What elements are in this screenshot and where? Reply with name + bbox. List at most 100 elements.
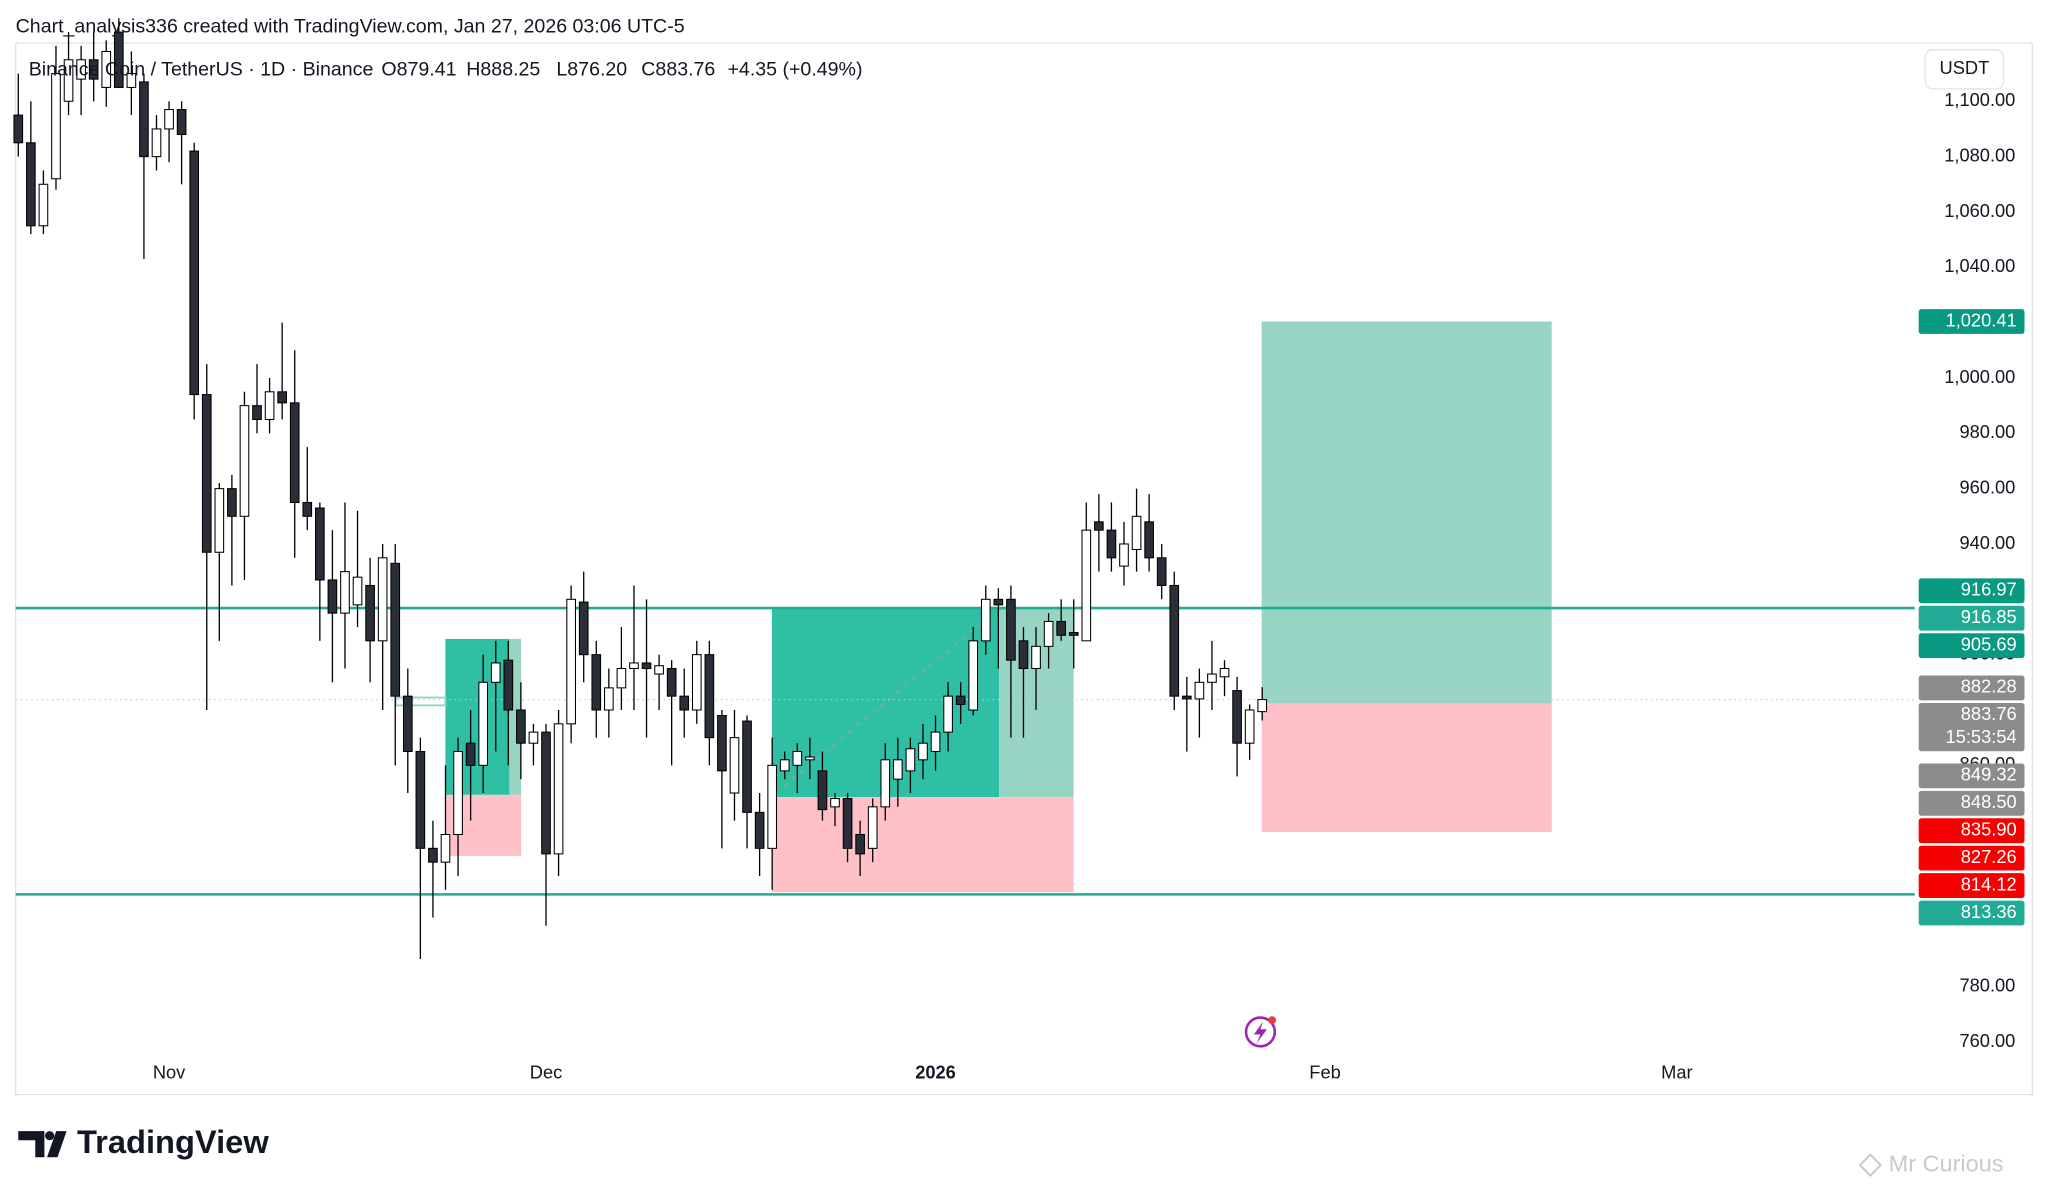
y-tick-label: 940.00 — [1959, 532, 2015, 553]
brand: TradingView — [18, 1123, 269, 1160]
candle-body — [566, 598, 576, 725]
candle-body — [88, 59, 99, 80]
candle-body — [252, 405, 262, 420]
candle-body — [817, 770, 828, 811]
candle-body — [993, 598, 1004, 606]
icon-bolt[interactable] — [1253, 1021, 1267, 1044]
candle-body — [1232, 690, 1242, 744]
candle-body — [1006, 598, 1016, 661]
candle-body — [164, 109, 174, 130]
candle-body — [277, 391, 287, 404]
candle-body — [239, 405, 250, 517]
y-tick-label: 1,040.00 — [1944, 255, 2015, 276]
candle-body — [1257, 699, 1268, 713]
legend-change: +4.35 (+0.49%) — [728, 59, 863, 81]
candle-body — [1207, 673, 1217, 683]
candle-body — [867, 806, 878, 849]
y-tick-label: 1,100.00 — [1944, 89, 2015, 110]
candle-body — [842, 798, 853, 849]
x-tick-label: Nov — [153, 1062, 186, 1083]
candle-body — [490, 662, 501, 683]
candle-body — [591, 654, 602, 711]
legend-low: L876.20 — [556, 59, 627, 81]
candle-body — [201, 394, 212, 553]
candle-body — [1169, 584, 1180, 697]
candle-body — [1219, 667, 1230, 678]
price-label-box — [1918, 763, 2025, 789]
candle-body — [1018, 640, 1029, 670]
alert-icon[interactable] — [1244, 1016, 1277, 1048]
candle-body — [980, 598, 991, 642]
legend-open: O879.41 — [381, 59, 456, 81]
candle-body — [1068, 631, 1079, 636]
candle-body — [666, 667, 677, 697]
candle-body — [943, 695, 953, 733]
candle-body — [415, 750, 426, 849]
button-frame[interactable] — [1924, 49, 2005, 90]
candle-body — [754, 811, 765, 849]
candle-body — [26, 142, 36, 227]
price-label: 882.28 — [1961, 676, 2017, 697]
overlay: Binance Coin / TetherUS · 1D · Binance O… — [29, 49, 2025, 1048]
candle-body — [516, 709, 526, 744]
currency-button[interactable]: USDT — [1924, 49, 2005, 90]
candle-body — [227, 488, 237, 517]
candle-body — [1119, 543, 1129, 567]
price-label-box — [1918, 605, 2025, 631]
price-label: 916.97 — [1961, 579, 2017, 600]
trend-path — [783, 613, 994, 787]
candle-body — [616, 667, 627, 689]
candle-body — [126, 73, 137, 88]
x-tick-label: Dec — [530, 1062, 562, 1083]
price-label: 814.12 — [1961, 873, 2017, 894]
candle-body — [51, 73, 61, 180]
price-label: 813.36 — [1961, 901, 2017, 922]
candle-body — [453, 750, 463, 836]
y-tick-label: 760.00 — [1959, 1030, 2015, 1051]
candle-body — [63, 59, 74, 102]
profit-zone-open — [1261, 321, 1552, 704]
candle-body — [315, 507, 325, 581]
candle-body — [327, 579, 338, 614]
candle-body — [1144, 521, 1154, 559]
candle-body — [553, 723, 564, 855]
candle-body — [691, 654, 702, 711]
candle-body — [729, 737, 740, 794]
candle-body — [176, 109, 187, 135]
candle-body — [629, 662, 639, 670]
candle-body — [880, 759, 891, 808]
watermark-text: Mr Curious — [1889, 1150, 2004, 1176]
logo-slash — [47, 1131, 67, 1158]
price-label-box — [1918, 900, 2025, 926]
price-label: 905.69 — [1961, 633, 2017, 654]
candle-body — [1194, 681, 1205, 700]
candle-body — [113, 31, 124, 88]
candle-body — [1031, 645, 1041, 670]
candle-body — [641, 662, 652, 670]
candle-body — [38, 183, 49, 227]
price-label-box — [1918, 873, 2025, 898]
button-label[interactable]: USDT — [1940, 57, 1990, 78]
candle-body — [289, 402, 300, 503]
price-label-box — [1918, 309, 2025, 334]
price-label: 827.26 — [1961, 846, 2017, 867]
candle-body — [955, 695, 966, 705]
candle-body — [968, 640, 979, 711]
y-tick-label: 1,000.00 — [1944, 366, 2015, 387]
candle-body — [365, 584, 375, 642]
header: Chart_analysis336 created with TradingVi… — [16, 16, 685, 38]
candle-body — [892, 759, 903, 780]
icon-dot[interactable] — [1268, 1016, 1277, 1025]
candle-body — [1081, 529, 1092, 642]
candle-body — [679, 695, 690, 711]
price-label-box — [1918, 702, 2025, 752]
candle-body — [478, 681, 489, 766]
brand-name: TradingView — [77, 1123, 269, 1160]
candle-body — [578, 601, 589, 656]
y-tick-label: 1,060.00 — [1944, 200, 2015, 221]
price-label: 849.32 — [1961, 764, 2017, 785]
candle-body — [352, 576, 363, 606]
candle-body — [541, 731, 551, 855]
